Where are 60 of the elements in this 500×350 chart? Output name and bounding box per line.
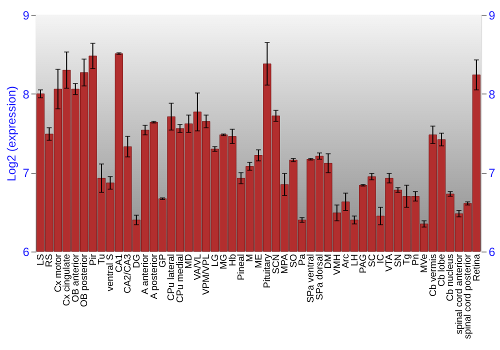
x-tick-label: VTA bbox=[384, 253, 396, 272]
x-tick-label: Pa bbox=[297, 253, 308, 266]
x-tick-label: Hb bbox=[227, 254, 238, 266]
x-tick-label: ventral S bbox=[105, 254, 116, 292]
y2-tick-label: 7 bbox=[488, 166, 496, 180]
x-tick-label: Arc bbox=[340, 254, 352, 268]
x-tick-label: CA2/CA3 bbox=[122, 254, 134, 294]
x-tick-label: CPu lateral bbox=[166, 254, 178, 301]
x-tick-label: LS bbox=[35, 254, 46, 266]
x-tick-label: spinal cord posterior bbox=[462, 254, 474, 339]
x-tick-label: Tu bbox=[96, 254, 108, 265]
x-tick-label: MG bbox=[218, 254, 230, 270]
x-tick-label: VA/VL bbox=[192, 254, 204, 280]
x-tick-label: VPM/VPL bbox=[201, 254, 212, 295]
x-tick-label: A posterior bbox=[148, 254, 160, 300]
y2-tick-label: 9 bbox=[488, 8, 496, 22]
x-tick-label: Tg bbox=[402, 254, 413, 266]
x-tick-label: IC bbox=[375, 254, 386, 264]
y-tick-label: 9 bbox=[22, 8, 30, 22]
x-tick-label: MPA bbox=[280, 253, 291, 274]
x-tick-label: GP bbox=[158, 254, 169, 268]
x-tick-label: CA1 bbox=[114, 254, 125, 272]
x-tick-label: M bbox=[244, 254, 256, 262]
x-tick-label: Cb nucleus bbox=[445, 254, 456, 302]
x-tick-label: CPu medial bbox=[174, 254, 186, 303]
x-tick-label: RS bbox=[44, 254, 56, 268]
x-tick-label: Cx cingulate bbox=[62, 254, 73, 306]
x-tick-label: Pineal bbox=[236, 254, 247, 280]
x-tick-label: OB posterior bbox=[79, 254, 90, 307]
x-tick-label: Cx motor bbox=[52, 254, 64, 292]
x-tick-label: SCN bbox=[270, 254, 282, 274]
x-tick-label: PAG bbox=[358, 254, 370, 274]
x-tick-label: SN bbox=[392, 254, 404, 268]
y-axis-title: Log2 (expression) bbox=[4, 86, 19, 182]
x-tick-label: DM bbox=[323, 254, 334, 269]
x-tick-label: LH bbox=[349, 254, 360, 266]
y-tick-label: 6 bbox=[22, 244, 30, 259]
x-tick-label: A anterior bbox=[140, 254, 152, 294]
x-tick-label: Cb lobe bbox=[436, 254, 448, 287]
x-tick-label: MVe bbox=[419, 254, 430, 273]
x-tick-label: DG bbox=[131, 254, 142, 268]
x-tick-label: VMH bbox=[332, 254, 343, 275]
x-tick-label: Cb vermis bbox=[428, 254, 439, 296]
x-tick-label: spinal cord anterior bbox=[454, 254, 465, 334]
x-tick-label: SO bbox=[288, 254, 300, 268]
x-tick-label: LG bbox=[210, 254, 221, 267]
x-tick-label: MD bbox=[184, 254, 195, 269]
x-tick-label: Retina bbox=[471, 253, 482, 282]
x-tick-label: SPa ventral bbox=[306, 254, 317, 303]
x-tick-label: ME bbox=[253, 254, 264, 268]
x-tick-label: SC bbox=[366, 254, 378, 268]
y2-tick-label: 8 bbox=[488, 87, 496, 102]
y-tick-label: 8 bbox=[22, 87, 30, 102]
x-tick-label: Pituitary bbox=[262, 254, 274, 288]
x-tick-label: Pn bbox=[410, 254, 422, 266]
y2-tick-label: 6 bbox=[488, 244, 496, 259]
x-tick-label: Pir bbox=[88, 254, 99, 266]
y-tick-label: 7 bbox=[22, 166, 30, 180]
x-tick-label: SPa dorsal bbox=[314, 254, 326, 300]
x-tick-label: OB anterior bbox=[70, 254, 82, 302]
